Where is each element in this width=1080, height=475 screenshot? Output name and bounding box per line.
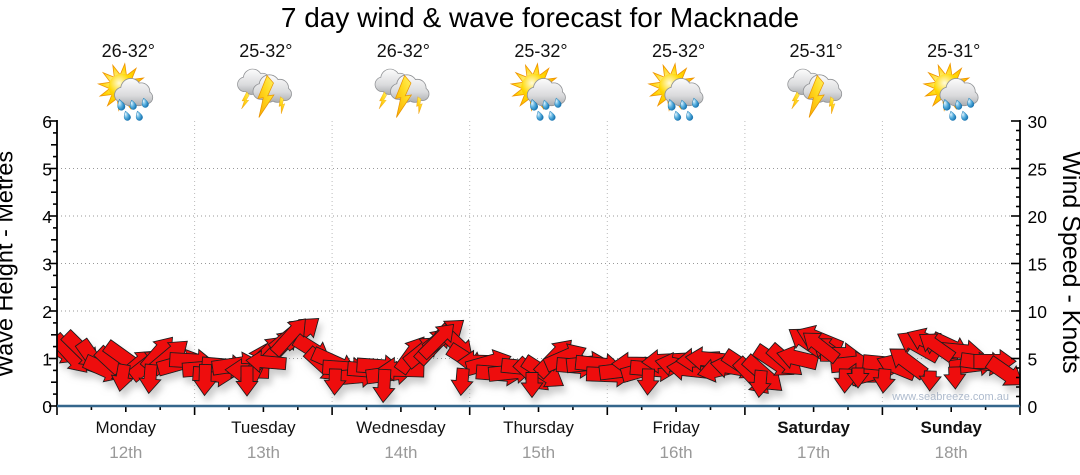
- svg-text:5: 5: [1028, 350, 1038, 370]
- svg-text:30: 30: [1028, 112, 1048, 132]
- svg-text:www.seabreeze.com.au: www.seabreeze.com.au: [891, 391, 1009, 403]
- svg-text:20: 20: [1028, 207, 1048, 227]
- svg-text:15th: 15th: [522, 443, 555, 462]
- svg-text:15: 15: [1028, 255, 1047, 275]
- svg-text:25-32°: 25-32°: [514, 41, 567, 61]
- svg-text:25-31°: 25-31°: [927, 41, 980, 61]
- svg-text:25-31°: 25-31°: [789, 41, 842, 61]
- svg-text:3: 3: [42, 255, 52, 275]
- svg-text:6: 6: [42, 112, 52, 132]
- svg-text:Tuesday: Tuesday: [231, 418, 296, 437]
- svg-text:Wednesday: Wednesday: [356, 418, 446, 437]
- svg-text:1: 1: [42, 350, 52, 370]
- svg-text:16th: 16th: [660, 443, 693, 462]
- svg-text:4: 4: [42, 207, 52, 227]
- svg-text:13th: 13th: [247, 443, 280, 462]
- svg-text:5: 5: [42, 160, 52, 180]
- svg-text:25: 25: [1028, 160, 1047, 180]
- svg-text:0: 0: [1028, 397, 1038, 417]
- svg-text:26-32°: 26-32°: [102, 41, 155, 61]
- svg-text:10: 10: [1028, 302, 1048, 322]
- svg-text:Wind Speed - Knots: Wind Speed - Knots: [1057, 151, 1080, 373]
- svg-text:Sunday: Sunday: [920, 418, 982, 437]
- svg-text:0: 0: [42, 397, 52, 417]
- svg-text:7 day wind & wave forecast for: 7 day wind & wave forecast for Macknade: [281, 2, 799, 33]
- svg-text:Monday: Monday: [96, 418, 157, 437]
- svg-text:Wave Height - Metres: Wave Height - Metres: [0, 151, 18, 377]
- svg-text:25-32°: 25-32°: [652, 41, 705, 61]
- svg-text:2: 2: [42, 302, 52, 322]
- svg-text:26-32°: 26-32°: [377, 41, 430, 61]
- svg-text:Saturday: Saturday: [777, 418, 850, 437]
- svg-text:17th: 17th: [797, 443, 830, 462]
- svg-text:25-32°: 25-32°: [239, 41, 292, 61]
- svg-text:Thursday: Thursday: [503, 418, 574, 437]
- svg-text:12th: 12th: [109, 443, 142, 462]
- svg-text:18th: 18th: [935, 443, 968, 462]
- svg-text:Friday: Friday: [652, 418, 700, 437]
- svg-text:14th: 14th: [384, 443, 417, 462]
